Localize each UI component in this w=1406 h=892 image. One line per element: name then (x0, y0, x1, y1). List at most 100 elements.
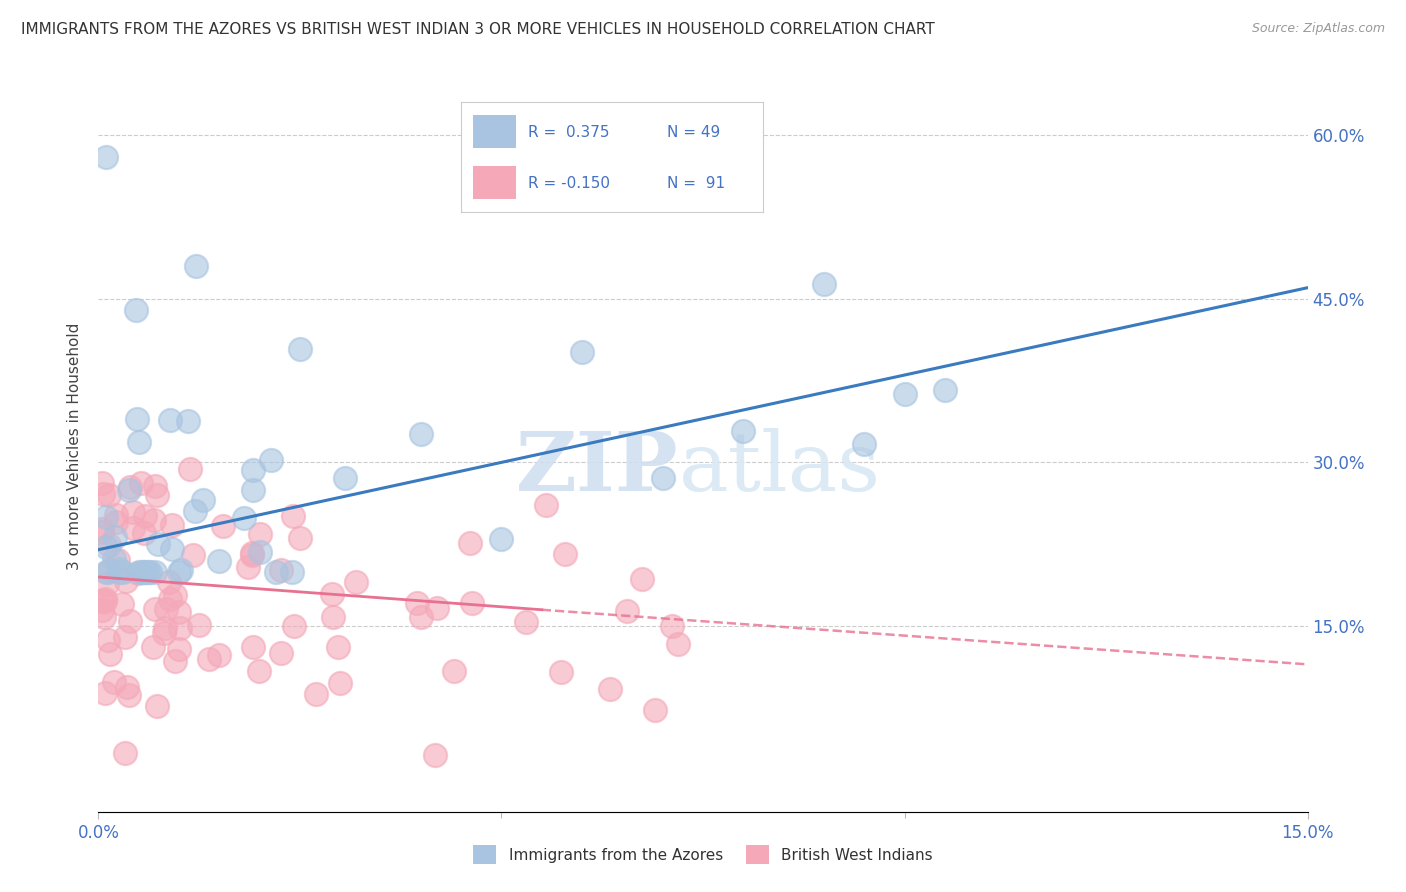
Point (157, 575, 180, 590)
Point (143, 478, 166, 492)
Point (242, 463, 264, 477)
Point (170, 563, 193, 577)
Point (132, 565, 155, 579)
Point (134, 509, 156, 524)
Point (135, 565, 157, 579)
Point (97, 565, 120, 579)
Point (103, 551, 125, 566)
Point (515, 615, 537, 629)
Point (167, 565, 190, 579)
Point (97, 487, 120, 501)
Text: IMMIGRANTS FROM THE AZORES VS BRITISH WEST INDIAN 3 OR MORE VEHICLES IN HOUSEHOL: IMMIGRANTS FROM THE AZORES VS BRITISH WE… (21, 22, 935, 37)
Point (120, 480, 142, 494)
Point (288, 343, 311, 357)
Point (247, 664, 270, 678)
Point (208, 648, 231, 662)
Point (91, 475, 114, 490)
Point (260, 453, 283, 467)
Point (138, 565, 160, 579)
Point (443, 664, 465, 678)
Point (94, 593, 117, 607)
Point (91, 486, 114, 500)
Point (107, 562, 129, 576)
Text: atlas: atlas (679, 428, 882, 508)
Point (616, 604, 638, 618)
Point (893, 387, 915, 401)
Point (120, 615, 142, 629)
Point (329, 676, 352, 690)
Point (143, 565, 166, 579)
Point (105, 508, 128, 523)
Y-axis label: 3 or more Vehicles in Household: 3 or more Vehicles in Household (67, 322, 83, 570)
Point (96, 576, 118, 591)
Point (153, 625, 176, 640)
Point (118, 688, 141, 702)
Point (107, 553, 129, 567)
Point (321, 587, 343, 601)
Point (571, 345, 593, 359)
Point (169, 621, 191, 635)
Point (666, 637, 689, 651)
Point (114, 630, 136, 644)
Point (159, 413, 181, 427)
Point (110, 565, 132, 579)
Point (550, 665, 572, 679)
Point (146, 699, 169, 714)
Point (98, 538, 121, 552)
Point (93, 610, 115, 624)
Point (198, 652, 221, 666)
Point (103, 674, 125, 689)
Point (333, 471, 356, 485)
Point (127, 566, 149, 581)
Point (91, 594, 114, 608)
Point (264, 565, 287, 579)
Point (142, 640, 165, 654)
Point (143, 513, 166, 527)
Point (155, 601, 177, 615)
Point (128, 565, 150, 579)
Point (283, 619, 305, 633)
Point (554, 547, 576, 561)
Point (104, 530, 127, 544)
Point (281, 508, 304, 523)
Point (132, 526, 155, 541)
Point (651, 471, 673, 485)
Point (423, 748, 446, 763)
Point (934, 383, 956, 397)
Point (853, 436, 876, 450)
Point (104, 515, 127, 529)
Point (153, 621, 176, 635)
Point (129, 475, 152, 490)
Point (165, 588, 187, 602)
Point (242, 640, 264, 654)
Point (193, 492, 215, 507)
Point (281, 565, 304, 579)
Point (326, 640, 349, 654)
Point (249, 526, 271, 541)
Point (599, 681, 621, 696)
Point (177, 414, 200, 428)
Point (100, 563, 122, 577)
Point (111, 565, 134, 579)
Point (288, 531, 311, 545)
Point (96, 150, 118, 164)
Point (115, 574, 138, 588)
Point (94, 686, 117, 700)
Point (127, 412, 149, 426)
Point (94, 591, 117, 606)
Point (96, 509, 118, 524)
Point (344, 575, 367, 590)
Point (208, 554, 231, 568)
Text: Source: ZipAtlas.com: Source: ZipAtlas.com (1251, 22, 1385, 36)
Point (121, 506, 143, 520)
Point (111, 597, 134, 611)
Point (96, 565, 118, 579)
Point (165, 654, 187, 668)
Point (146, 536, 169, 550)
Point (409, 426, 432, 441)
Point (184, 504, 207, 518)
Point (733, 424, 755, 438)
Point (118, 483, 141, 498)
Point (96, 540, 118, 554)
Point (184, 259, 207, 273)
